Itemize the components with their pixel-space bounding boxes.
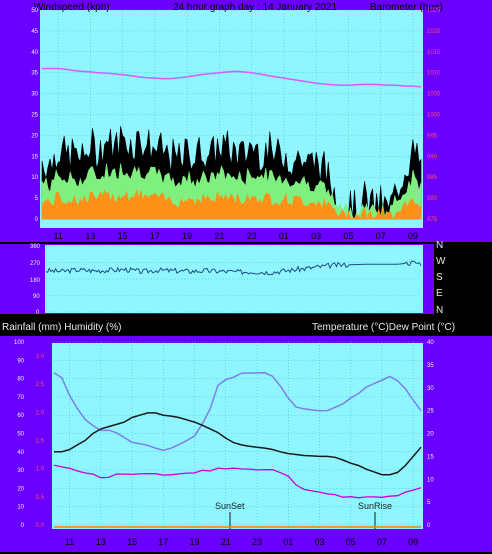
rain-tick-label: 2.5 bbox=[36, 382, 45, 388]
rain-tick-label: 0.5 bbox=[36, 495, 45, 501]
humidity-line bbox=[53, 372, 422, 452]
humidity-tick-label: 0 bbox=[21, 523, 25, 529]
barometer-tick-label: 975 bbox=[427, 217, 438, 223]
temperature-time-label: 01 bbox=[283, 537, 293, 547]
temperature-tick-label: 40 bbox=[427, 340, 434, 346]
humidity-tick-label: 70 bbox=[17, 395, 24, 401]
wind-time-label: 11 bbox=[53, 231, 62, 241]
humidity-tick-label: 10 bbox=[17, 505, 24, 511]
wind-tick-label: 50 bbox=[31, 8, 38, 14]
wind-direction-line bbox=[45, 260, 422, 276]
temperature-time-label: 17 bbox=[158, 537, 168, 547]
temperature-tick-label: 30 bbox=[427, 386, 434, 392]
direction-tick-270: 270 bbox=[30, 261, 41, 267]
barometer-tick-label: 995 bbox=[427, 133, 438, 139]
temperature-tick-label: 25 bbox=[427, 409, 434, 415]
humidity-tick-label: 30 bbox=[17, 468, 24, 474]
humidity-tick-label: 100 bbox=[14, 340, 25, 346]
barometer-axis-title: Barometer (hpa) bbox=[370, 2, 443, 13]
rain-tick-label: 2.0 bbox=[36, 410, 45, 416]
rain-tick-label: 1.5 bbox=[36, 439, 45, 445]
graph-title: 24 hour graph day : 14 January 2021 bbox=[173, 2, 337, 13]
rain-tick-label: 1.0 bbox=[36, 467, 45, 473]
compass-label-s: S bbox=[436, 272, 443, 283]
direction-tick-180: 180 bbox=[30, 278, 41, 284]
wind-time-label: 23 bbox=[247, 231, 257, 241]
temperature-time-label: 07 bbox=[377, 537, 387, 547]
temperature-tick-label: 10 bbox=[427, 477, 434, 483]
windspeed-axis-title: Windspeed (kph) bbox=[34, 2, 110, 13]
humidity-tick-label: 40 bbox=[17, 450, 24, 456]
humidity-tick-label: 80 bbox=[17, 377, 24, 383]
temperature-tick-label: 0 bbox=[427, 523, 431, 529]
wind-tick-label: 0 bbox=[35, 217, 39, 223]
temperature-tick-label: 20 bbox=[427, 432, 434, 438]
barometer-tick-label: 1000 bbox=[427, 113, 441, 119]
barometer-tick-label: 1015 bbox=[427, 50, 441, 56]
direction-tick-0: 0 bbox=[36, 310, 40, 316]
compass-label-w: W bbox=[436, 256, 446, 267]
wind-tick-label: 40 bbox=[31, 50, 38, 56]
temperature-tick-label: 35 bbox=[427, 363, 434, 369]
wind-time-label: 19 bbox=[182, 231, 192, 241]
humidity-tick-label: 20 bbox=[17, 486, 24, 492]
rain-humidity-axis-title: Rainfall (mm) Humidity (%) bbox=[2, 322, 121, 333]
temperature-time-label: 09 bbox=[408, 537, 418, 547]
wind-time-label: 07 bbox=[376, 231, 386, 241]
compass-label-n-bottom: N bbox=[436, 305, 443, 316]
wind-time-label: 13 bbox=[85, 231, 95, 241]
wind-time-label: 21 bbox=[214, 231, 224, 241]
barometer-tick-label: 1005 bbox=[427, 92, 441, 98]
dewpoint-line bbox=[53, 464, 422, 499]
wind-time-label: 17 bbox=[150, 231, 160, 241]
wind-tick-label: 15 bbox=[31, 154, 38, 160]
barometer-tick-label: 985 bbox=[427, 175, 438, 181]
rain-tick-label: 3.0 bbox=[36, 354, 45, 360]
temperature-time-label: 11 bbox=[65, 537, 74, 547]
wind-time-label: 05 bbox=[343, 231, 353, 241]
compass-label-e: E bbox=[436, 288, 443, 299]
sunrise-label: SunRise bbox=[358, 501, 392, 511]
wind-tick-label: 45 bbox=[31, 29, 38, 35]
wind-tick-label: 35 bbox=[31, 71, 38, 77]
wind-tick-label: 10 bbox=[31, 175, 38, 181]
temperature-tick-label: 15 bbox=[427, 454, 434, 460]
temperature-time-label: 15 bbox=[127, 537, 137, 547]
temperature-time-label: 21 bbox=[221, 537, 231, 547]
direction-plot-area bbox=[45, 245, 423, 313]
wind-tick-label: 25 bbox=[31, 113, 38, 119]
temperature-time-label: 13 bbox=[96, 537, 106, 547]
wind-tick-label: 30 bbox=[31, 92, 38, 98]
wind-time-label: 01 bbox=[279, 231, 289, 241]
temperature-time-label: 19 bbox=[190, 537, 200, 547]
sunset-label: SunSet bbox=[215, 501, 245, 511]
compass-label-n-top: N bbox=[436, 240, 443, 251]
temperature-tick-label: 5 bbox=[427, 500, 431, 506]
barometer-tick-label: 980 bbox=[427, 196, 438, 202]
direction-tick-360: 360 bbox=[30, 244, 41, 250]
wind-time-label: 09 bbox=[408, 231, 418, 241]
barometer-tick-label: 1025 bbox=[427, 8, 441, 14]
wind-low-area bbox=[41, 189, 422, 221]
direction-tick-90: 90 bbox=[33, 294, 40, 300]
wind-time-label: 15 bbox=[118, 231, 128, 241]
barometer-line bbox=[42, 67, 422, 88]
humidity-tick-label: 90 bbox=[17, 358, 24, 364]
humidity-tick-label: 60 bbox=[17, 413, 24, 419]
humidity-tick-label: 50 bbox=[17, 432, 24, 438]
temperature-dewpoint-axis-title: Temperature (°C)Dew Point (°C) bbox=[312, 322, 455, 333]
temperature-time-label: 23 bbox=[252, 537, 262, 547]
wind-time-label: 03 bbox=[311, 231, 321, 241]
temperature-time-label: 03 bbox=[314, 537, 324, 547]
temperature-line bbox=[54, 412, 422, 476]
barometer-tick-label: 990 bbox=[427, 154, 438, 160]
wind-tick-label: 5 bbox=[35, 196, 39, 202]
wind-tick-label: 20 bbox=[31, 133, 38, 139]
rain-tick-label: 0.0 bbox=[36, 523, 45, 529]
barometer-tick-label: 1020 bbox=[427, 29, 441, 35]
temperature-time-label: 05 bbox=[346, 537, 356, 547]
barometer-tick-label: 1010 bbox=[427, 71, 441, 77]
